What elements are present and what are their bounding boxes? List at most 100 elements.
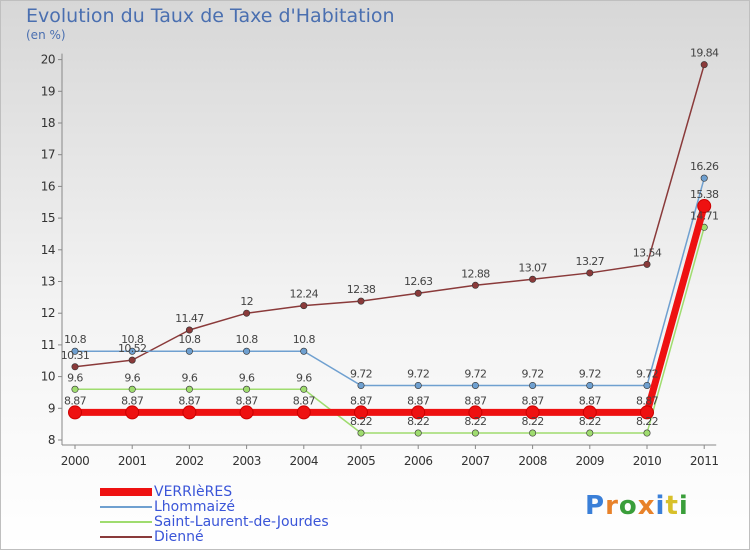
data-label: 9.6: [124, 371, 140, 384]
data-point: [354, 405, 368, 420]
x-tick-label: 2002: [175, 454, 204, 468]
data-label: 9.72: [636, 367, 658, 380]
logo-letter: o: [618, 491, 638, 521]
data-point: [471, 281, 479, 289]
data-point: [529, 381, 537, 389]
data-label: 12.88: [461, 267, 490, 280]
logo-letter: t: [665, 491, 679, 521]
data-point: [128, 347, 136, 355]
data-label: 10.8: [236, 333, 259, 346]
legend-item: VERRIèRES: [100, 484, 420, 500]
data-point: [243, 347, 251, 355]
y-tick-label: 15: [41, 211, 55, 225]
legend-item: Dienné: [100, 529, 420, 545]
data-point: [243, 385, 251, 393]
y-tick-label: 12: [41, 306, 55, 320]
data-point: [697, 199, 712, 214]
data-label: 10.8: [121, 333, 144, 346]
data-label: 10.8: [178, 333, 201, 346]
data-point: [300, 302, 308, 310]
data-point: [300, 347, 308, 355]
data-label: 8.22: [522, 415, 544, 428]
data-point: [128, 356, 136, 364]
data-label: 8.87: [178, 394, 201, 407]
legend-label: VERRIèRES: [154, 484, 233, 500]
logo-letter: x: [637, 491, 656, 521]
data-point: [586, 381, 594, 389]
data-point: [185, 326, 193, 334]
data-label: 10.8: [64, 333, 87, 346]
data-point: [239, 405, 254, 420]
data-label: 8.87: [636, 394, 659, 407]
data-label: 8.22: [407, 415, 429, 428]
data-point: [643, 429, 651, 437]
legend-swatch: [100, 506, 152, 508]
data-label: 13.07: [518, 261, 547, 274]
series-line: [75, 227, 705, 434]
data-label: 8.87: [64, 394, 87, 407]
x-tick-label: 2001: [118, 454, 147, 468]
series-line: [75, 205, 708, 416]
data-point: [128, 385, 136, 393]
data-label: 12.24: [290, 288, 319, 301]
data-label: 8.87: [236, 394, 259, 407]
data-point: [182, 405, 197, 420]
data-point: [414, 381, 422, 389]
legend-label: Dienné: [154, 529, 204, 545]
data-point: [357, 381, 365, 389]
legend-label: Lhommaizé: [154, 499, 235, 515]
data-label: 12: [240, 295, 253, 308]
data-label: 9.6: [239, 371, 255, 384]
logo-letter: P: [585, 491, 606, 521]
data-label: 8.87: [464, 394, 487, 407]
chart-subtitle: (en %): [26, 28, 66, 42]
logo-letter: r: [605, 491, 619, 521]
data-point: [643, 260, 651, 268]
series-line: [75, 177, 705, 387]
data-label: 9.72: [579, 367, 601, 380]
x-tick-label: 2008: [518, 454, 547, 468]
data-label: 9.72: [522, 367, 544, 380]
data-point: [71, 347, 79, 355]
legend-swatch: [100, 521, 152, 523]
x-tick-label: 2011: [690, 454, 719, 468]
data-point: [700, 61, 708, 69]
data-point: [357, 429, 365, 437]
data-label: 9.6: [182, 371, 198, 384]
chart-title: Evolution du Taux de Taxe d'Habitation: [26, 5, 395, 27]
y-tick-label: 19: [41, 84, 55, 98]
data-label: 8.22: [464, 415, 486, 428]
data-point: [300, 385, 308, 393]
x-tick-label: 2009: [576, 454, 605, 468]
data-point: [582, 405, 597, 420]
legend-item: Lhommaizé: [100, 499, 420, 515]
data-label: 9.72: [464, 367, 486, 380]
data-point: [71, 363, 79, 371]
data-point: [529, 429, 537, 437]
legend-label: Saint-Laurent-de-Jourdes: [154, 514, 329, 530]
data-point: [125, 405, 140, 420]
legend-item: Saint-Laurent-de-Jourdes: [100, 514, 420, 530]
data-label: 10.52: [118, 342, 147, 355]
data-label: 19.84: [690, 47, 719, 60]
data-label: 8.22: [636, 415, 658, 428]
data-point: [468, 405, 483, 420]
data-label: 12.38: [347, 283, 376, 296]
data-point: [414, 429, 422, 437]
legend-swatch: [100, 536, 152, 538]
data-point: [700, 174, 708, 182]
y-tick-label: 8: [48, 433, 55, 447]
data-label: 10.8: [293, 333, 316, 346]
x-tick-label: 2006: [404, 454, 433, 468]
proxiti-logo: Proxiti: [585, 491, 689, 521]
data-label: 9.72: [407, 367, 429, 380]
y-tick-label: 17: [41, 148, 55, 162]
x-tick-label: 2007: [461, 454, 490, 468]
data-label: 8.22: [579, 415, 601, 428]
data-label: 8.87: [522, 394, 545, 407]
x-tick-label: 2003: [232, 454, 261, 468]
data-point: [243, 309, 251, 317]
data-label: 8.87: [407, 394, 430, 407]
data-point: [586, 429, 594, 437]
